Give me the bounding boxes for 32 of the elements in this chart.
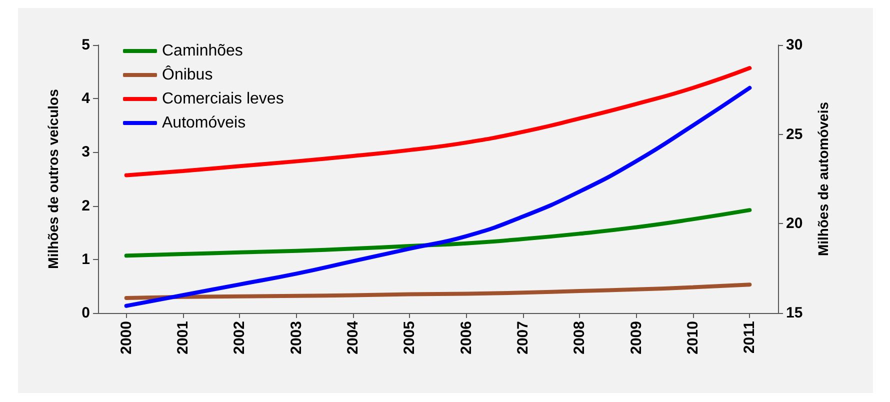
y-tick-label: 1: [82, 250, 90, 268]
x-tick-label: 2001: [174, 321, 192, 354]
x-tick-label: 2009: [628, 321, 645, 354]
x-tick-label: 2003: [288, 321, 305, 354]
y2-tick-label: 20: [786, 215, 803, 232]
y-axis-title: Milhões de outros veículos: [45, 88, 61, 269]
line-series: [124, 282, 752, 300]
y-tick-label: 3: [82, 144, 90, 161]
x-tick-label: 2008: [571, 321, 588, 354]
x-tick-label: 2010: [684, 321, 702, 354]
y2-tick-label: 15: [786, 304, 803, 322]
legend-label: Automóveis: [162, 114, 246, 132]
y2-axis-title: Milhões de automóveis: [815, 102, 831, 256]
legend-label: Caminhões: [162, 42, 243, 60]
x-tick-label: 2002: [231, 321, 248, 354]
x-tick-label: 2011: [741, 321, 758, 354]
line-series: [124, 208, 752, 258]
y2-tick-label: 30: [786, 36, 803, 54]
y2-tick-label: 25: [786, 126, 803, 143]
line-series: [124, 66, 752, 178]
line-series: [124, 86, 752, 308]
x-tick-label: 2006: [458, 321, 475, 354]
y-tick-label: 2: [82, 197, 90, 214]
y-tick-label: 5: [82, 36, 90, 54]
legend-label: Ônibus: [162, 66, 213, 84]
y-tick-label: 0: [82, 304, 90, 322]
legend-label: Comerciais leves: [162, 90, 284, 108]
x-tick-label: 2005: [401, 321, 418, 354]
x-tick-label: 2000: [118, 321, 135, 354]
x-tick-label: 2007: [514, 321, 532, 354]
y-tick-label: 4: [82, 90, 91, 108]
x-tick-label: 2004: [344, 320, 362, 354]
